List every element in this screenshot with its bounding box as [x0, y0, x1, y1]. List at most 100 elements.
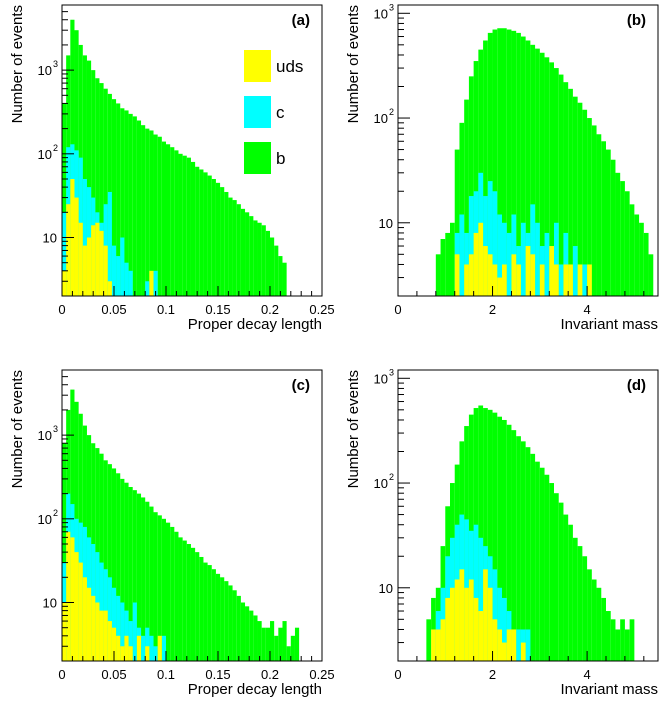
bar [629, 204, 635, 296]
bar [178, 537, 183, 661]
y-tick-label: 10 [43, 596, 57, 611]
bar [153, 134, 158, 296]
bar [435, 254, 441, 296]
bar [563, 514, 569, 661]
bar [440, 619, 446, 661]
x-tick-label: 0.15 [205, 667, 230, 682]
bar [157, 136, 162, 296]
bar [572, 537, 578, 661]
bar [257, 621, 262, 661]
x-tick-label: 4 [583, 667, 590, 682]
bar [220, 577, 225, 661]
bar [535, 48, 540, 296]
bar [232, 200, 237, 296]
bar [577, 102, 583, 296]
bar [178, 153, 183, 296]
legend: uds c b [244, 50, 303, 174]
bar [82, 577, 87, 661]
y-tick-label: 10 [38, 147, 52, 162]
y-tick-label: 10 [379, 216, 393, 231]
bar [587, 569, 592, 661]
bar [107, 577, 112, 661]
bar [166, 144, 171, 296]
bar [487, 254, 493, 296]
bar [95, 78, 100, 296]
bar [639, 222, 644, 296]
bar [228, 585, 233, 661]
panel-label: (c) [292, 377, 310, 394]
bar [440, 239, 446, 296]
bar [497, 277, 502, 296]
legend-swatch-b [244, 142, 271, 174]
x-tick-label: 0 [394, 667, 401, 682]
bar [582, 264, 588, 296]
bar [568, 524, 573, 661]
bar [195, 552, 200, 661]
bar [141, 125, 146, 296]
x-tick-label: 0.05 [101, 302, 126, 317]
panel-label: (b) [627, 12, 646, 29]
bar [136, 120, 142, 296]
bar [606, 611, 611, 661]
bar [502, 264, 507, 296]
bar [157, 635, 162, 661]
bar [587, 264, 592, 296]
bar [558, 264, 564, 296]
bar [141, 635, 146, 661]
bar [468, 76, 474, 296]
bar [506, 629, 512, 661]
bar [487, 32, 493, 296]
bar [563, 264, 569, 296]
bar [107, 464, 112, 661]
bar [149, 130, 154, 296]
bar [136, 493, 142, 661]
bar [615, 172, 621, 296]
bar [78, 562, 83, 661]
bar [468, 579, 474, 661]
x-tick-label: 0.1 [157, 302, 175, 317]
bar [107, 281, 112, 296]
bar [544, 474, 550, 661]
bar [99, 453, 104, 661]
bar [145, 501, 150, 661]
y-tick-label: 10 [38, 512, 52, 527]
bar [203, 562, 208, 661]
x-tick-label: 0.1 [157, 667, 175, 682]
series-b [62, 19, 287, 297]
bar [497, 629, 502, 661]
bar [128, 270, 133, 296]
bar [601, 141, 606, 296]
bar [62, 270, 67, 296]
bar [82, 245, 87, 296]
bar [95, 222, 100, 296]
bar [606, 149, 611, 296]
bar [195, 166, 200, 296]
bar [596, 134, 602, 296]
bar [128, 113, 133, 297]
bar [483, 408, 488, 661]
bar [145, 128, 150, 296]
bar [103, 245, 108, 296]
x-tick-label: 0.2 [261, 302, 279, 317]
bar [257, 222, 262, 296]
bar [624, 191, 630, 296]
bar [82, 55, 87, 296]
x-tick-label: 2 [489, 302, 496, 317]
bar [506, 424, 512, 661]
bar [459, 122, 465, 297]
bar [86, 587, 92, 661]
bar [591, 125, 597, 296]
bar [228, 197, 233, 296]
bar [601, 597, 606, 661]
bar [506, 29, 512, 297]
bar [497, 214, 502, 296]
bar [525, 447, 531, 661]
bar [245, 606, 250, 661]
y-axis-label: Number of events [9, 5, 26, 123]
y-axis-label: Number of events [345, 5, 362, 123]
bar [207, 175, 212, 296]
bar [270, 237, 275, 296]
bar [116, 595, 121, 661]
bar [487, 409, 493, 661]
